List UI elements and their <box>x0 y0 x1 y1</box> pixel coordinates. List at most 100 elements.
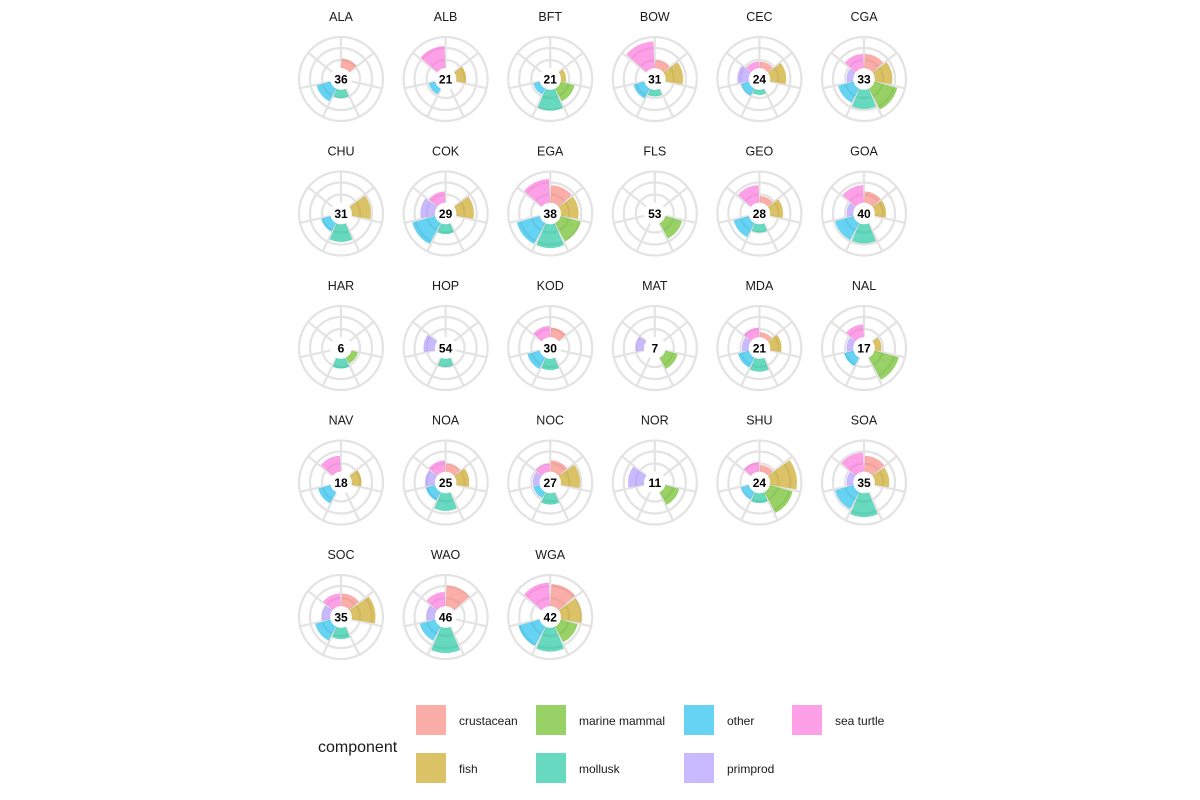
polar-grid <box>402 170 489 257</box>
grid-spoke <box>763 491 779 521</box>
bar-fish <box>872 467 890 488</box>
facet-bft: BFT 21 <box>507 10 594 123</box>
bar-mollusk <box>850 492 878 518</box>
grid-spoke <box>426 222 442 252</box>
facet-soa: SOA 35 <box>820 414 908 526</box>
grid-spoke <box>822 349 854 359</box>
grid-spoke <box>426 88 442 118</box>
grid-spoke <box>767 186 793 208</box>
facet-soc: SOC 35 <box>297 548 385 661</box>
grid-spoke <box>412 589 438 612</box>
grid-spoke <box>830 51 857 74</box>
facet-title: HOP <box>432 279 459 293</box>
grid-spoke <box>456 80 487 90</box>
facet-title: CGA <box>850 10 878 24</box>
grid-spoke <box>516 320 543 343</box>
facet-kod: KOD 30 <box>507 279 594 392</box>
grid-spoke <box>830 455 857 477</box>
bar-other <box>737 350 755 368</box>
bar-other <box>835 485 860 509</box>
facet-title: NOA <box>432 414 460 428</box>
grid-spoke <box>613 483 645 493</box>
center-score: 42 <box>544 611 558 625</box>
grid-spoke <box>530 357 547 387</box>
grid-spoke <box>509 483 540 493</box>
facet-title: WGA <box>535 548 566 562</box>
grid-spoke <box>299 349 331 359</box>
grid-spoke <box>456 483 487 493</box>
legend-swatch <box>536 705 566 735</box>
grid-spoke <box>509 214 540 224</box>
bar-mollusk <box>333 88 349 98</box>
facet-title: SOC <box>327 548 354 562</box>
center-score: 27 <box>544 476 558 490</box>
grid-spoke <box>307 320 334 343</box>
bar-other <box>740 485 755 500</box>
facet-title: NOC <box>536 414 564 428</box>
bar-primprod <box>420 198 438 219</box>
grid-spoke <box>613 349 645 359</box>
bar-crustacean <box>341 593 360 611</box>
grid-spoke <box>412 455 438 477</box>
facet-nav: NAV 18 <box>297 414 385 526</box>
bar-sea-turtle <box>842 185 864 207</box>
grid-spoke <box>769 214 801 224</box>
grid-spoke <box>321 491 338 521</box>
grid-spoke <box>658 491 675 521</box>
grid-spoke <box>665 349 696 359</box>
grid-spoke <box>299 483 331 493</box>
grid-spoke <box>560 483 592 493</box>
bar-mollusk <box>434 492 458 511</box>
grid-spoke <box>453 589 480 612</box>
bar-mollusk <box>329 223 353 242</box>
center-score: 6 <box>338 342 345 356</box>
legend-item-crustacean: crustacean <box>416 705 518 735</box>
bar-primprod <box>628 466 647 488</box>
grid-spoke <box>530 88 547 118</box>
bar-fish <box>349 470 362 487</box>
grid-spoke <box>560 214 592 224</box>
grid-spoke <box>299 618 331 628</box>
bar-mollusk <box>332 357 350 369</box>
bar-mollusk <box>751 223 768 233</box>
bar-fish <box>767 460 798 490</box>
bar-fish <box>872 62 893 85</box>
polar-grid <box>402 35 489 123</box>
bar-mollusk <box>749 357 769 372</box>
facet-title: CHU <box>327 145 354 159</box>
grid-spoke <box>558 186 584 208</box>
grid-spoke <box>299 80 331 90</box>
bar-marine-mammal <box>868 350 899 380</box>
facet-mat: MAT 7 <box>611 279 698 392</box>
facet-title: SOA <box>851 414 878 428</box>
center-score: 21 <box>753 342 767 356</box>
grid-spoke <box>718 349 749 359</box>
facet-title: MAT <box>642 279 668 293</box>
grid-spoke <box>662 51 689 74</box>
grid-spoke <box>449 357 465 387</box>
facet-fls: FLS 53 <box>611 145 698 257</box>
grid-spoke <box>516 51 543 74</box>
grid-spoke <box>822 214 854 224</box>
grid-spoke <box>822 80 854 90</box>
grid-spoke <box>613 214 645 224</box>
bar-mollusk <box>851 223 877 244</box>
grid-spoke <box>844 357 861 387</box>
grid-spoke <box>509 80 540 90</box>
bar-crustacean <box>550 584 576 611</box>
grid-spoke <box>844 222 861 252</box>
grid-spoke <box>348 589 375 612</box>
grid-spoke <box>718 80 749 90</box>
grid-spoke <box>404 349 436 359</box>
grid-spoke <box>321 626 338 656</box>
center-score: 24 <box>753 73 767 87</box>
bar-other <box>740 81 755 96</box>
grid-spoke <box>553 626 570 656</box>
facet-mda: MDA 21 <box>716 279 803 392</box>
bar-mollusk <box>541 357 560 371</box>
grid-spoke <box>321 222 338 252</box>
grid-spoke <box>725 186 752 208</box>
bar-mollusk <box>437 357 454 367</box>
grid-spoke <box>767 320 793 343</box>
legend-swatch <box>536 753 566 783</box>
